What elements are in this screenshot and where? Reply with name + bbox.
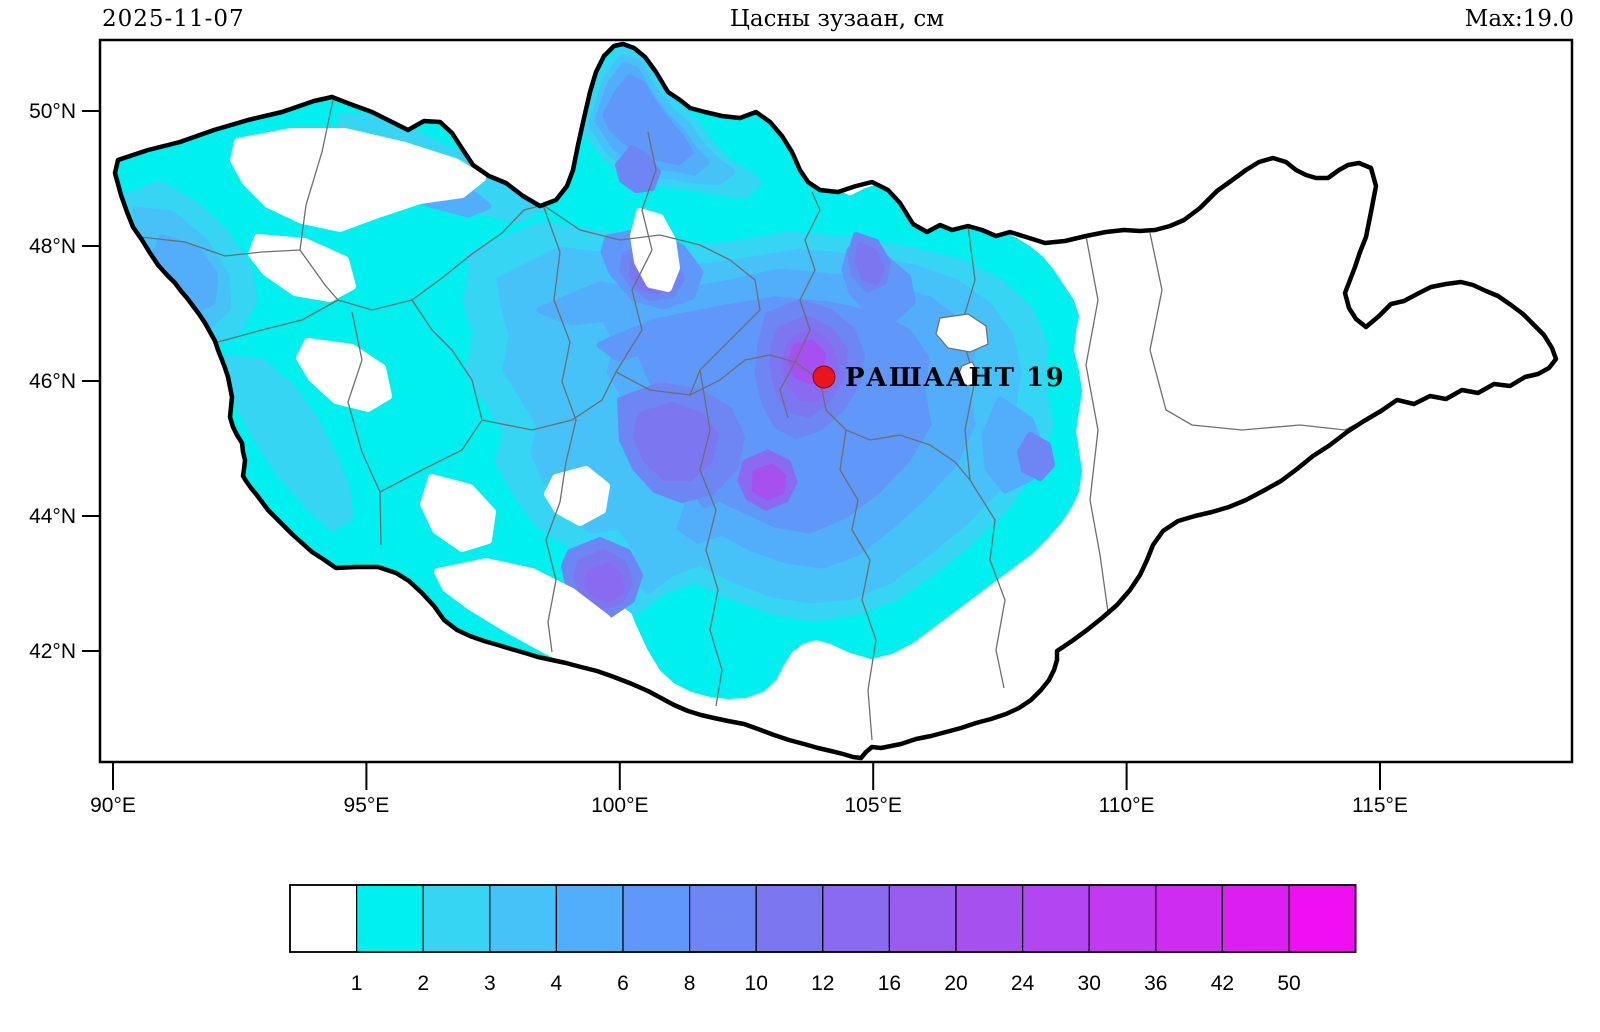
- colorbar-cell: [1155, 884, 1224, 953]
- colorbar-cell: [1088, 884, 1157, 953]
- lon-tick-label: 105°E: [844, 794, 901, 817]
- colorbar-tick-label: 8: [684, 972, 696, 995]
- colorbar-tick-label: 50: [1277, 972, 1300, 995]
- province-boundaries: [139, 99, 1382, 741]
- station-marker-dot: [812, 365, 836, 389]
- station-label: РАШААНТ 19: [845, 363, 1065, 393]
- lat-tick-label: 42°N: [29, 640, 76, 663]
- lat-tick-label: 50°N: [29, 100, 76, 123]
- colorbar-tick-label: 10: [745, 972, 768, 995]
- colorbar-cell: [888, 884, 957, 953]
- colorbar-cell: [422, 884, 491, 953]
- snow-free-holes: [230, 128, 680, 694]
- colorbar-cell: [822, 884, 890, 953]
- snow-depth-colorbar: 1 2 3 4 6 8 10 12 16 20 24 30 36 42 50: [289, 884, 1357, 995]
- colorbar-tick-label: 30: [1078, 972, 1101, 995]
- colorbar-tick-label: 4: [551, 972, 563, 995]
- lat-tick-label: 46°N: [29, 370, 76, 393]
- colorbar-tick-label: 24: [1011, 972, 1035, 995]
- country-border: [112, 41, 1559, 761]
- lon-tick-label: 110°E: [1099, 794, 1155, 817]
- colorbar-tick-label: 1: [351, 972, 363, 995]
- lon-tick-label: 115°E: [1352, 794, 1408, 817]
- colorbar-cell: [555, 884, 624, 953]
- colorbar-tick-label: 36: [1144, 972, 1167, 995]
- colorbar-cell: [1021, 884, 1090, 953]
- colorbar-tick-label: 20: [944, 972, 967, 995]
- colorbar-tick-label: 2: [417, 972, 429, 995]
- colorbar-cell: [955, 884, 1024, 953]
- colorbar-outline: [289, 884, 1357, 953]
- colorbar-tick-label: 42: [1211, 972, 1234, 995]
- lake-shapes: [935, 313, 989, 387]
- lat-tick-label: 44°N: [29, 505, 76, 528]
- colorbar-cell: [755, 884, 824, 953]
- colorbar-cell: [1288, 884, 1357, 953]
- lon-tick-label: 90°E: [90, 794, 136, 817]
- colorbar-cell: [1221, 884, 1290, 953]
- lat-tick-label: 48°N: [29, 235, 76, 258]
- longitude-axis: 90°E 95°E 100°E 105°E 110°E 115°E: [90, 762, 1408, 817]
- colorbar-tick-label: 6: [617, 972, 629, 995]
- colorbar-cell: [622, 884, 691, 953]
- max-value-label: Max:19.0: [1465, 6, 1574, 32]
- colorbar-cell: [489, 884, 557, 953]
- colorbar-tick-label: 16: [878, 972, 901, 995]
- map-date: 2025-11-07: [102, 6, 245, 32]
- colorbar-cell: [289, 884, 358, 953]
- latitude-axis: 50°N 48°N 46°N 44°N 42°N: [29, 100, 100, 663]
- colorbar-tick-label: 3: [484, 972, 496, 995]
- colorbar-tick-label: 12: [811, 972, 834, 995]
- lon-tick-label: 100°E: [591, 794, 648, 817]
- page-title: Цасны зузаан, см: [730, 6, 944, 32]
- colorbar-cell: [688, 884, 757, 953]
- lon-tick-label: 95°E: [344, 794, 390, 817]
- snow-contour-layers: [115, 44, 1382, 741]
- colorbar-cell: [356, 884, 424, 953]
